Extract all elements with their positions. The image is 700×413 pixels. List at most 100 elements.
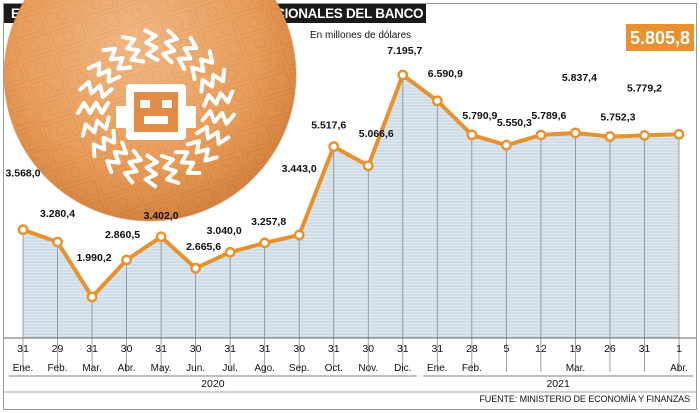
x-tick-month: Feb.	[462, 363, 482, 374]
sun-ray	[199, 67, 227, 94]
data-point	[362, 160, 374, 172]
data-label: 5.779,2	[627, 82, 662, 94]
x-tick-month: Jul.	[222, 363, 238, 374]
x-tick-day: 31	[639, 343, 651, 355]
data-label: 3.040,0	[207, 225, 242, 237]
data-label: 5.837,4	[562, 72, 597, 84]
x-tick-day: 31	[431, 343, 443, 355]
x-tick-day: 31	[259, 343, 271, 355]
x-tick-month: Nov.	[358, 363, 378, 374]
data-point	[604, 131, 616, 142]
x-tick-month: Mar.	[566, 363, 585, 374]
data-label: 7.195,7	[387, 45, 422, 57]
data-label: 3.257,8	[251, 216, 286, 228]
data-label: 5.752,3	[600, 112, 635, 124]
data-label: 3.443,0	[282, 163, 317, 175]
data-label: 3.568,0	[5, 168, 40, 180]
data-point	[155, 231, 167, 243]
data-label: 1.990,2	[77, 252, 112, 264]
data-label: 5.789,6	[531, 110, 566, 122]
data-point	[570, 127, 581, 139]
x-tick-month: Ene.	[427, 363, 448, 374]
sun-ray	[202, 89, 235, 108]
data-label: 6.590,9	[428, 68, 463, 80]
x-tick-month: Jun.	[186, 363, 205, 374]
sun-ray	[86, 61, 122, 84]
x-tick-month: Oct.	[325, 363, 343, 374]
data-point	[86, 291, 98, 303]
data-label: 2.665,6	[186, 241, 221, 253]
data-point	[673, 128, 685, 140]
sun-ray	[120, 35, 146, 64]
x-tick-day: 12	[535, 343, 547, 355]
year-label: 2020	[201, 378, 225, 390]
x-tick-month: Dic.	[394, 363, 411, 374]
x-tick-day: 19	[570, 343, 582, 355]
sun-ray	[105, 140, 129, 175]
x-tick-day: 30	[293, 343, 305, 355]
x-tick-month: Abr.	[118, 363, 136, 374]
data-label: 3.280,4	[40, 208, 75, 220]
x-tick-day: 31	[155, 343, 167, 355]
x-tick-day: 30	[190, 343, 202, 355]
x-tick-day: 31	[397, 343, 409, 355]
x-tick-day: 31	[328, 343, 340, 355]
x-tick-month: Ago.	[254, 363, 275, 374]
data-label: 5.790,9	[462, 110, 497, 122]
data-point	[224, 246, 236, 258]
data-point	[397, 69, 409, 81]
x-tick-day: 26	[604, 343, 616, 355]
sun-ray	[176, 36, 199, 71]
x-tick-month: Abr.	[670, 363, 688, 374]
sun-ray	[80, 115, 111, 138]
data-point	[431, 95, 443, 107]
data-label: 5.066,6	[359, 128, 394, 140]
x-tick-month: Sep.	[289, 363, 310, 374]
data-label: 3.402,0	[144, 210, 179, 222]
year-label: 2021	[546, 378, 570, 390]
data-point	[535, 129, 547, 141]
data-point	[328, 141, 340, 152]
sun-ray	[76, 101, 110, 115]
sun-ray	[91, 128, 117, 159]
data-point	[190, 262, 202, 274]
outer-border	[3, 3, 697, 410]
x-tick-month: May.	[151, 363, 172, 374]
data-point	[639, 130, 650, 141]
data-point	[17, 224, 29, 236]
x-tick-day: 28	[466, 343, 478, 355]
sun-ray	[173, 150, 202, 175]
data-point	[259, 237, 271, 249]
data-point	[52, 236, 63, 248]
x-tick-day: 5	[503, 343, 509, 355]
x-tick-day: 31	[86, 343, 98, 355]
data-point	[466, 129, 478, 141]
sun-ray	[123, 148, 143, 185]
x-tick-day: 29	[52, 343, 64, 355]
sun-ray	[200, 109, 236, 126]
sun-ray	[159, 153, 181, 185]
series-line	[22, 73, 680, 299]
coin-with-sun-mask-icon	[4, 0, 296, 221]
sun-ray	[101, 46, 132, 71]
data-label: 5.550,3	[497, 117, 532, 129]
sun-ray	[143, 28, 160, 62]
sun-ray	[78, 80, 114, 99]
x-tick-month: Ene.	[13, 363, 34, 374]
x-tick-day: 30	[362, 343, 374, 355]
area-fill	[23, 75, 679, 338]
sun-ray	[143, 153, 159, 189]
x-tick-day: 30	[121, 343, 133, 355]
x-tick-month: Mar.	[82, 363, 101, 374]
data-label: 5.517,6	[311, 120, 346, 132]
source-note: FUENTE: MINISTERIO DE ECONOMÍA Y FINANZA…	[479, 394, 690, 404]
sun-ray	[185, 139, 219, 163]
x-tick-month: Feb.	[48, 363, 68, 374]
chart-subtitle: En millones de dólares	[310, 30, 411, 41]
x-tick-day: 31	[17, 343, 29, 355]
sun-ray	[190, 49, 215, 81]
latest-value-badge: 5.805,8	[626, 24, 694, 51]
x-tick-day: 31	[224, 343, 236, 355]
data-label: 2.860,5	[105, 229, 140, 241]
